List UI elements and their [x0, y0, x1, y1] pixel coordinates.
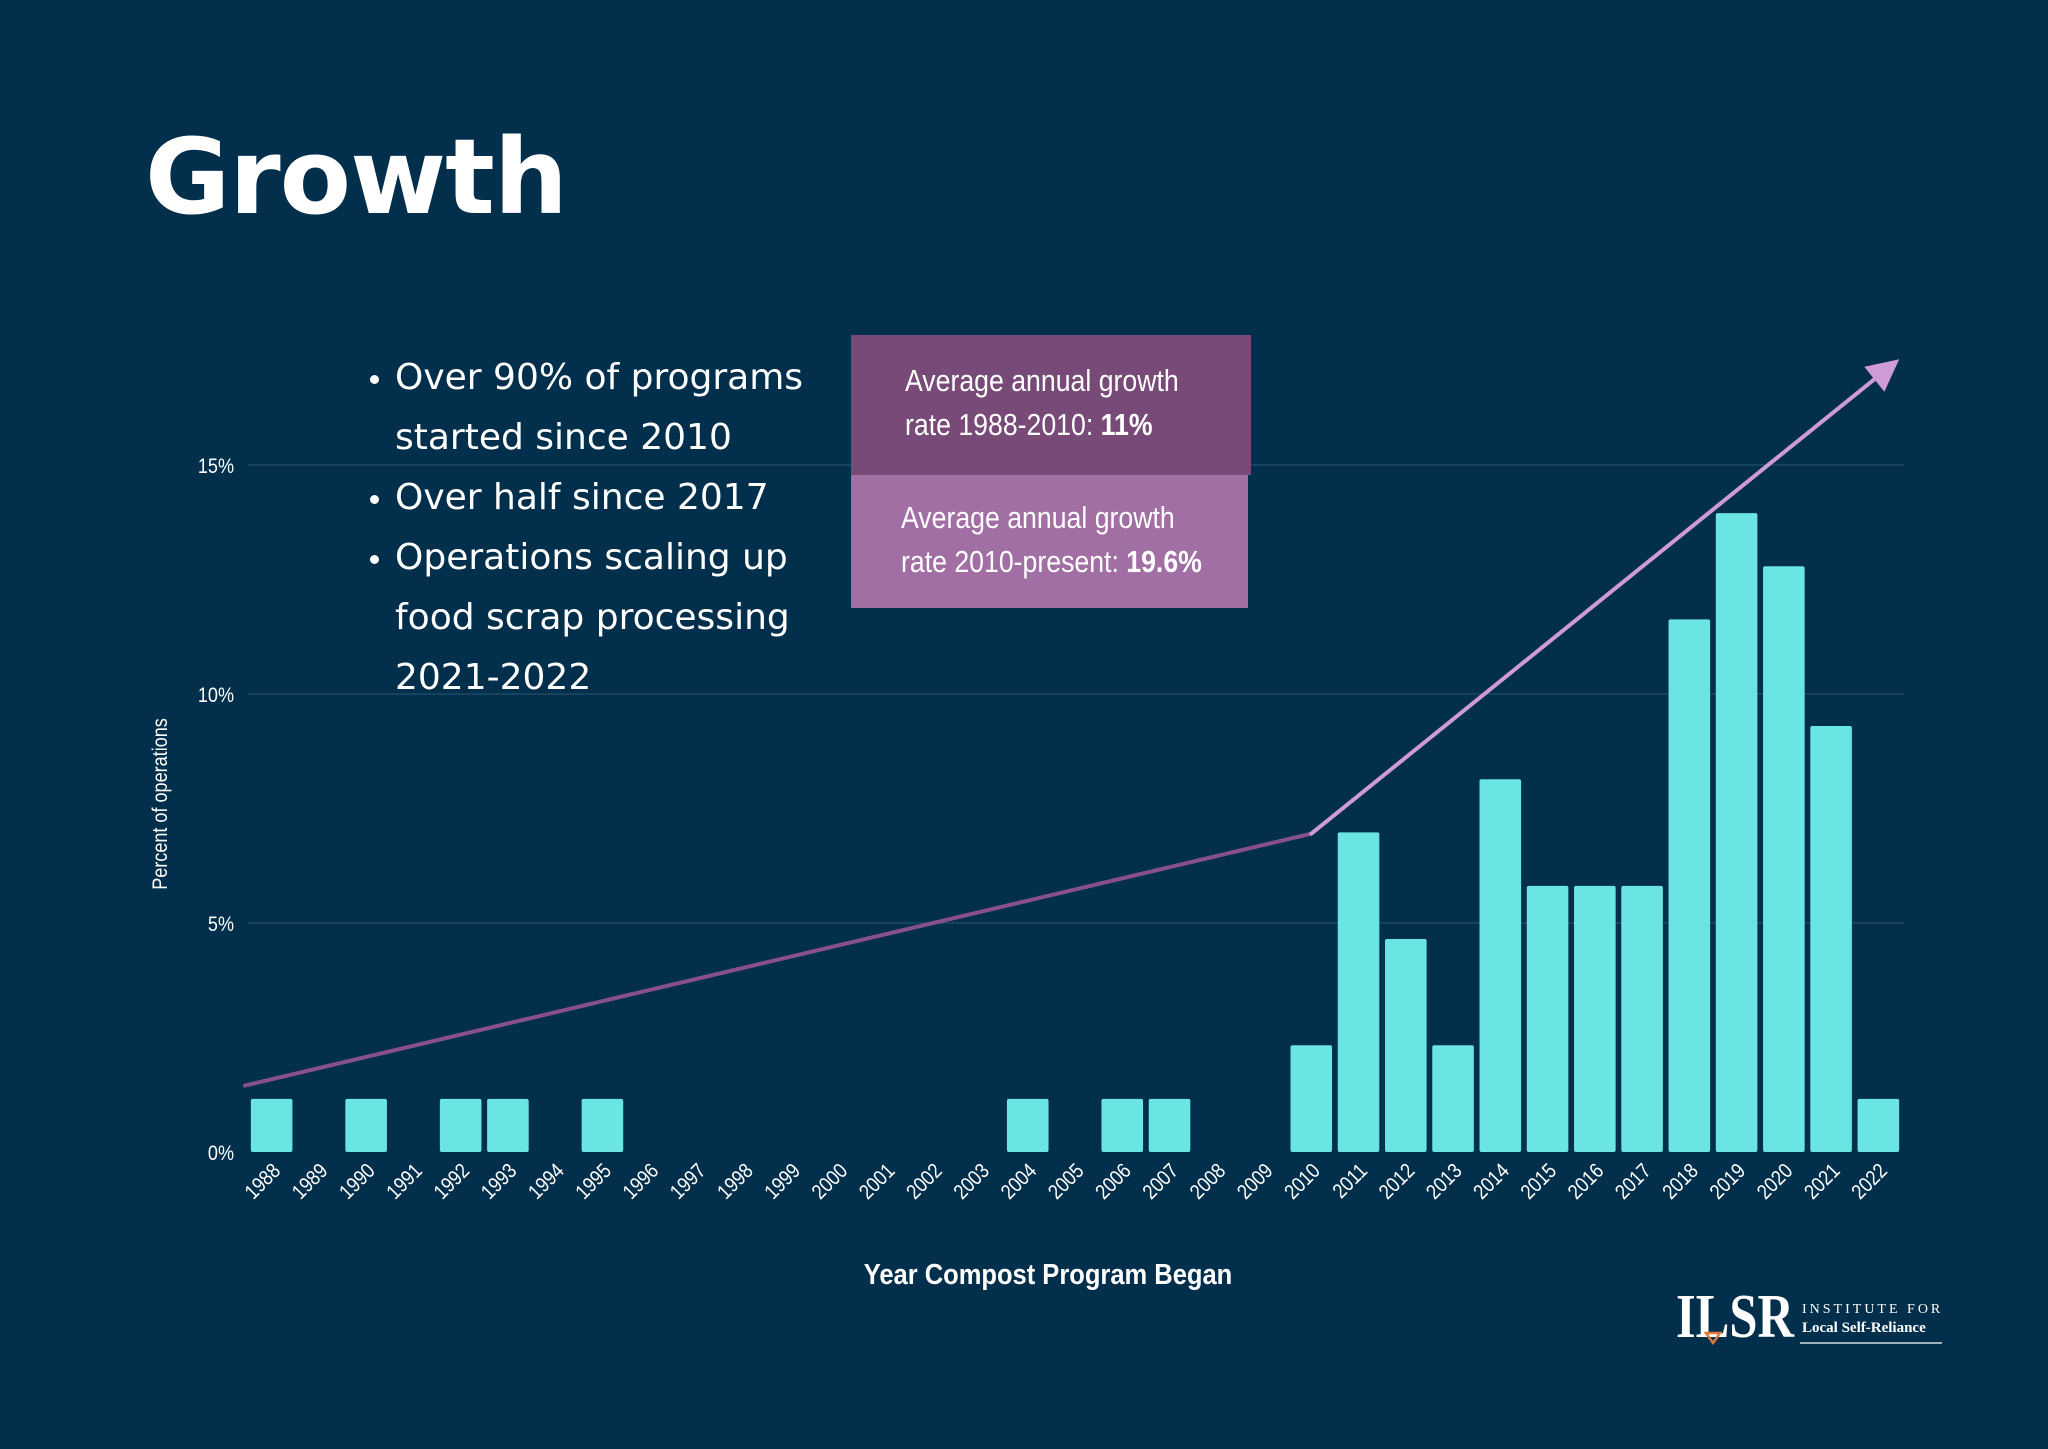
x-tick-label: 2014: [1469, 1159, 1514, 1204]
bar: [581, 1098, 624, 1152]
callout-early-line1: Average annual growth: [905, 363, 1179, 398]
x-tick-label: 2006: [1091, 1159, 1136, 1204]
x-tick-label: 2012: [1375, 1159, 1420, 1204]
bar: [1668, 619, 1711, 1152]
x-tick-label: 1992: [429, 1159, 474, 1204]
logo-mark: ILSR: [1676, 1285, 1795, 1349]
bar: [1479, 779, 1522, 1152]
callout-early-growth: Average annual growth rate 1988-2010: 11…: [851, 335, 1251, 475]
bullet-item: Over 90% of programs started since 2010: [395, 348, 855, 468]
x-tick-label: 1999: [760, 1159, 805, 1204]
x-tick-label: 2021: [1800, 1159, 1845, 1204]
x-tick-label: 1996: [618, 1159, 663, 1204]
bar: [250, 1098, 293, 1152]
x-tick-label: 2016: [1564, 1159, 1609, 1204]
bar: [1148, 1098, 1191, 1152]
bullet-item: Over half since 2017: [395, 468, 855, 528]
x-tick-label: 2001: [855, 1159, 900, 1204]
bar: [1857, 1098, 1900, 1152]
trend-lines: [243, 359, 1900, 1088]
bar: [1810, 726, 1852, 1152]
x-tick-label: 2000: [807, 1159, 852, 1204]
x-tick-label: 2010: [1280, 1159, 1325, 1204]
x-tick-label: 1991: [382, 1159, 427, 1204]
y-tick-label: 5%: [208, 913, 234, 937]
x-tick-label: 2002: [902, 1159, 947, 1204]
y-tick-label: 10%: [198, 684, 234, 708]
bar: [1715, 513, 1758, 1152]
callout-early-value: 11%: [1100, 407, 1153, 442]
bullet-list: Over 90% of programs started since 2010 …: [352, 348, 855, 708]
bar: [1385, 939, 1427, 1152]
x-tick-label: 1989: [288, 1159, 333, 1204]
y-axis-label: Percent of operations: [149, 718, 173, 890]
callout-early-prefix: rate 1988-2010:: [905, 407, 1101, 442]
x-tick-label: 1994: [524, 1159, 569, 1204]
trend-arrow-late: [1309, 359, 1900, 836]
x-tick-label: 2017: [1611, 1159, 1656, 1204]
bar: [1763, 566, 1805, 1152]
x-tick-label: 2015: [1516, 1159, 1561, 1204]
x-tick-label: 2013: [1422, 1159, 1467, 1204]
trend-line-early: [243, 831, 1314, 1088]
y-axis-ticks: 0% 5% 10% 15%: [198, 455, 234, 1166]
callout-late-line1: Average annual growth: [901, 500, 1175, 535]
y-tick-label: 0%: [208, 1142, 234, 1166]
x-tick-label: 2007: [1138, 1159, 1183, 1204]
x-tick-label: 2022: [1847, 1159, 1892, 1204]
x-tick-label: 1995: [571, 1159, 616, 1204]
x-tick-label: 1997: [666, 1159, 711, 1204]
bar: [1432, 1045, 1474, 1152]
x-tick-label: 2008: [1185, 1159, 1230, 1204]
callout-late-growth: Average annual growth rate 2010-present:…: [851, 475, 1248, 608]
bar: [1006, 1098, 1049, 1152]
bar: [1621, 885, 1663, 1152]
bar: [345, 1098, 387, 1152]
logo-triangle-icon: [1703, 1331, 1723, 1346]
x-axis-ticks: 1988 1989 1990 1991 1992 1993 1994 1995 1996 1997…: [240, 1159, 1892, 1204]
ilsr-logo: ILSR INSTITUTE FOR Local Self-Reliance: [1676, 1285, 1943, 1349]
x-tick-label: 2018: [1658, 1159, 1703, 1204]
x-tick-label: 2004: [996, 1159, 1041, 1204]
callout-late-prefix: rate 2010-present:: [901, 544, 1127, 579]
x-tick-label: 1998: [713, 1159, 758, 1204]
logo-line2: Local Self-Reliance: [1802, 1320, 1926, 1336]
page-title: Growth: [145, 116, 568, 238]
callout-late-value: 19.6%: [1126, 544, 1202, 579]
y-tick-label: 15%: [198, 455, 234, 479]
bar: [487, 1098, 529, 1152]
logo-line1: INSTITUTE FOR: [1802, 1302, 1943, 1317]
x-tick-label: 1990: [335, 1159, 380, 1204]
bar: [1526, 885, 1569, 1152]
bar: [439, 1098, 482, 1152]
x-tick-label: 2019: [1705, 1159, 1750, 1204]
x-tick-label: 1988: [240, 1159, 285, 1204]
bullet-item: Operations scaling up food scrap process…: [395, 528, 855, 708]
x-tick-label: 2020: [1753, 1159, 1798, 1204]
x-tick-label: 2011: [1328, 1159, 1372, 1203]
bar: [1290, 1045, 1333, 1152]
x-tick-label: 1993: [477, 1159, 522, 1204]
x-tick-label: 2005: [1044, 1159, 1089, 1204]
bar: [1101, 1098, 1144, 1152]
bars: [250, 513, 1900, 1152]
bar: [1574, 885, 1616, 1152]
x-tick-label: 2009: [1233, 1159, 1278, 1204]
x-tick-label: 2003: [949, 1159, 994, 1204]
bar: [1337, 832, 1380, 1152]
x-axis-label: Year Compost Program Began: [864, 1257, 1232, 1290]
